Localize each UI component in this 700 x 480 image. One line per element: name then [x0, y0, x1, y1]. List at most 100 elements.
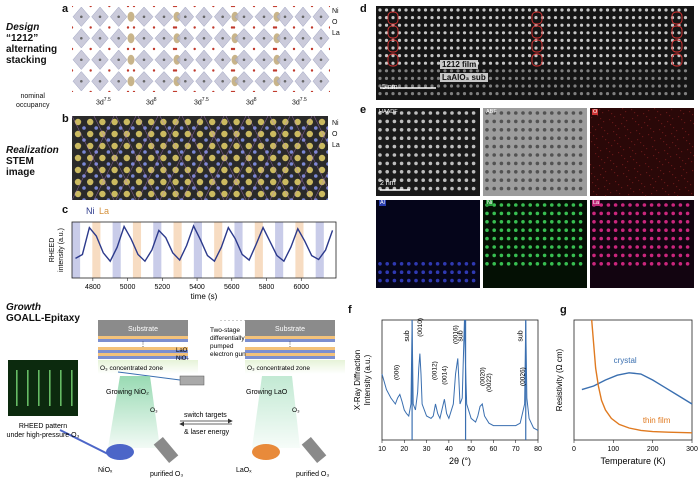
atom-column — [657, 61, 662, 65]
atom-column — [664, 54, 668, 58]
atom-column — [657, 8, 662, 12]
atom-column — [599, 8, 603, 12]
atom-column — [571, 203, 576, 207]
series-line-thin-film — [591, 319, 693, 434]
ni-column — [131, 174, 135, 178]
ni-column — [326, 198, 328, 200]
atom-column — [436, 84, 441, 88]
rheed-streak — [16, 370, 18, 406]
xrd-series-line — [381, 319, 539, 431]
design-line-2: alternating — [6, 44, 58, 55]
o-noise — [682, 128, 684, 130]
atom-column — [404, 23, 408, 27]
o-noise — [607, 133, 609, 135]
o-noise — [656, 190, 658, 192]
o3-left-label: O₃ — [150, 407, 158, 414]
eds-tile-al-map — [376, 200, 480, 288]
o-atom — [132, 26, 136, 29]
atom-column — [534, 76, 538, 80]
o-noise — [610, 192, 612, 194]
la-column — [135, 118, 143, 126]
la-column — [294, 130, 301, 138]
atom-column — [527, 16, 532, 20]
ni-atom — [319, 58, 323, 62]
atom-column — [457, 144, 461, 149]
atom-column — [485, 186, 489, 191]
atom-column — [499, 228, 504, 232]
atom-column — [514, 178, 518, 182]
ni-column — [253, 198, 257, 200]
atom-column — [456, 54, 460, 58]
legend-b-o: O — [332, 131, 338, 138]
atom-column — [635, 211, 639, 216]
o-noise — [638, 124, 640, 126]
atom-column — [475, 92, 480, 96]
atom-column — [485, 119, 489, 124]
la-column — [172, 178, 179, 186]
o-noise — [594, 144, 596, 146]
atom-column — [685, 245, 690, 249]
atom-column — [450, 270, 454, 274]
atom-column — [435, 270, 440, 274]
unit-cell-outline — [531, 11, 543, 25]
o-atom — [108, 47, 111, 51]
o-noise — [601, 127, 603, 129]
atom-column — [506, 203, 511, 207]
atom-column — [506, 144, 511, 149]
o-noise — [638, 180, 640, 182]
atom-column — [677, 54, 681, 58]
atom-column — [542, 136, 547, 140]
atom-column — [464, 278, 469, 283]
o-noise — [620, 114, 622, 116]
o-atom — [108, 69, 111, 72]
o-atom — [252, 69, 256, 72]
atom-column — [423, 69, 428, 73]
atom-column — [423, 8, 428, 12]
atom-column — [428, 262, 433, 266]
atom-column — [469, 54, 473, 58]
atom-column — [592, 38, 597, 43]
o-noise — [606, 180, 608, 182]
atom-column — [612, 61, 616, 65]
o-noise — [693, 123, 694, 125]
la-column — [257, 190, 265, 198]
atom-column — [464, 111, 469, 115]
atom-column — [399, 144, 404, 149]
ni-atom — [242, 36, 246, 40]
la-column — [123, 118, 130, 126]
atom-column — [392, 278, 397, 283]
o-noise — [665, 159, 667, 161]
unit-cell-outline — [531, 25, 543, 39]
o-noise — [676, 130, 678, 132]
o-noise — [607, 189, 609, 191]
atom-column — [557, 161, 561, 166]
o-noise — [609, 119, 611, 121]
atom-column — [670, 8, 675, 12]
atom-column — [644, 16, 649, 20]
atom-column — [606, 203, 611, 207]
atom-column — [649, 262, 654, 266]
atom-column — [421, 278, 425, 283]
la-column — [318, 118, 326, 126]
atom-column — [550, 136, 554, 140]
atom-column — [475, 69, 480, 73]
atom-column — [664, 211, 668, 216]
atom-column — [664, 69, 668, 73]
atom-column — [564, 228, 568, 232]
panel-c-label: c — [62, 204, 69, 216]
o-noise — [608, 110, 610, 112]
o-noise — [602, 136, 604, 138]
atom-column — [485, 211, 489, 216]
ni-column — [82, 150, 86, 154]
atom-column — [443, 16, 447, 20]
o-noise — [612, 154, 614, 156]
ni-column — [167, 126, 172, 130]
o-noise — [684, 178, 686, 180]
atom-column — [625, 84, 629, 88]
o-noise — [609, 151, 611, 153]
atom-column — [521, 92, 525, 96]
atom-column — [550, 161, 554, 166]
la-column — [172, 130, 179, 138]
atom-column — [443, 278, 447, 283]
atom-column — [553, 46, 558, 50]
